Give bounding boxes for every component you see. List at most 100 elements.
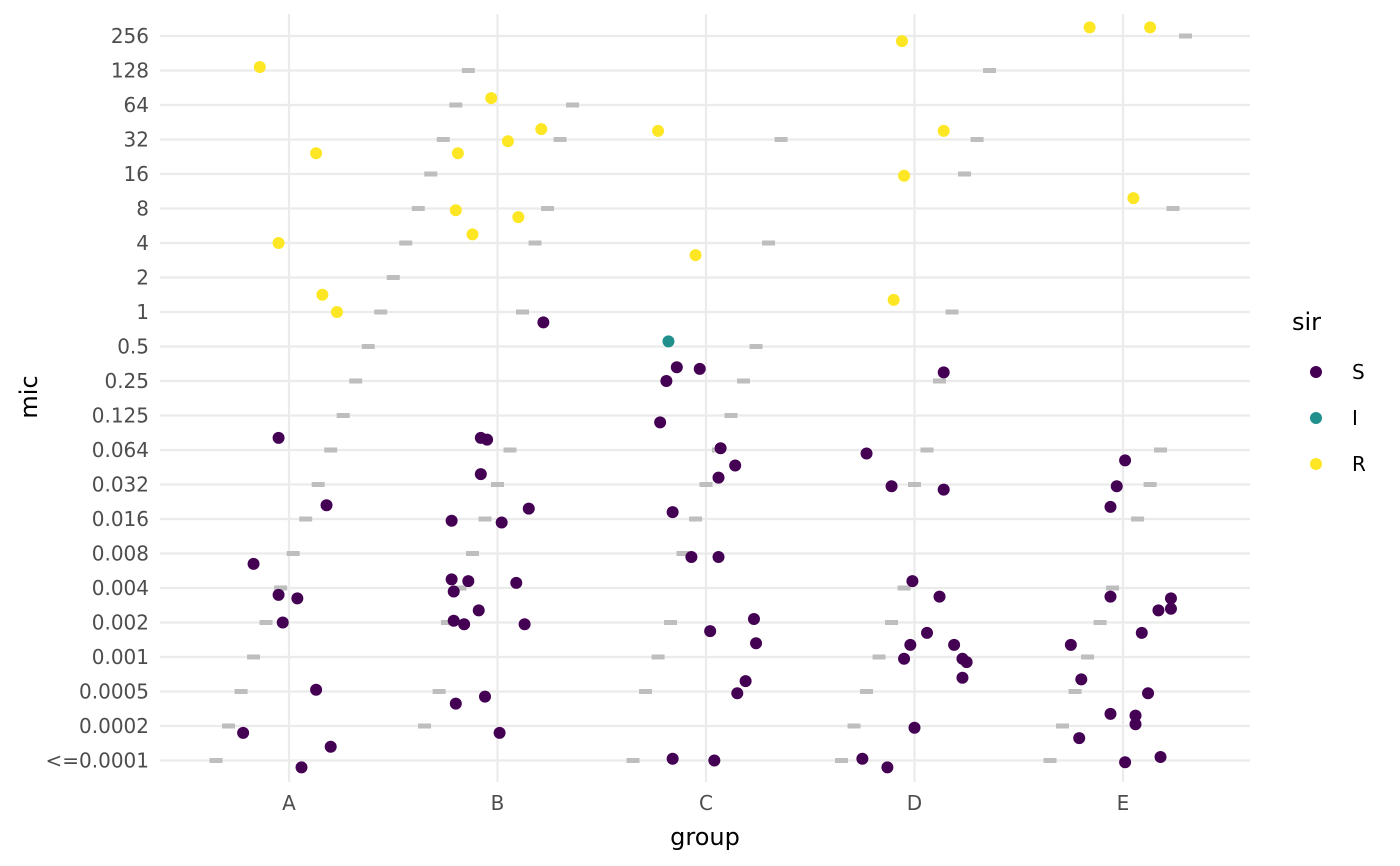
point-C-I bbox=[662, 335, 675, 348]
marker-B bbox=[503, 447, 517, 453]
point-D-R bbox=[887, 293, 900, 306]
point-C-S bbox=[731, 687, 744, 700]
point-D-S bbox=[921, 626, 934, 639]
marker-A bbox=[222, 723, 236, 729]
point-E-S bbox=[1135, 626, 1148, 639]
point-E-R bbox=[1127, 192, 1140, 205]
legend-entries: SIR bbox=[1310, 360, 1366, 476]
x-tick-label-B: B bbox=[491, 791, 505, 815]
x-tick-label-D: D bbox=[907, 791, 922, 815]
marker-D bbox=[847, 723, 861, 729]
marker-B bbox=[465, 551, 479, 556]
point-B-R bbox=[449, 204, 462, 217]
y-tick-label: 8 bbox=[136, 197, 149, 221]
marker-E bbox=[1068, 689, 1082, 694]
legend-title: sir bbox=[1292, 308, 1321, 336]
marker-E bbox=[1143, 482, 1157, 487]
marker-A bbox=[424, 171, 438, 177]
point-B-S bbox=[478, 690, 491, 703]
y-tick-label: 16 bbox=[124, 162, 149, 186]
marker-A bbox=[311, 482, 325, 487]
marker-C bbox=[651, 654, 665, 660]
point-D-S bbox=[933, 590, 946, 603]
point-B-S bbox=[462, 575, 475, 588]
point-D-S bbox=[948, 638, 961, 651]
marker-C bbox=[626, 758, 640, 763]
y-tick-label: 0.008 bbox=[92, 542, 149, 566]
point-E-S bbox=[1110, 480, 1123, 493]
data-points bbox=[237, 21, 1177, 774]
point-D-S bbox=[885, 480, 898, 493]
point-A-S bbox=[272, 588, 285, 601]
marker-D bbox=[885, 620, 899, 625]
point-B-R bbox=[501, 135, 514, 148]
y-tick-label: 0.032 bbox=[92, 473, 149, 497]
point-D-S bbox=[860, 447, 873, 460]
point-C-S bbox=[729, 459, 742, 472]
point-B-R bbox=[451, 147, 464, 160]
point-E-S bbox=[1129, 718, 1142, 731]
marker-B bbox=[440, 620, 454, 625]
marker-E bbox=[1154, 447, 1168, 453]
marker-C bbox=[664, 620, 678, 625]
marker-A bbox=[234, 689, 248, 694]
marker-A bbox=[436, 137, 450, 142]
marker-E bbox=[1179, 33, 1193, 39]
marker-D bbox=[835, 758, 849, 763]
point-B-S bbox=[447, 585, 460, 598]
marker-B bbox=[453, 585, 467, 591]
marker-D bbox=[933, 378, 947, 384]
marker-C bbox=[676, 551, 690, 556]
y-tick-label: 32 bbox=[124, 128, 149, 152]
y-tick-label: 0.125 bbox=[92, 404, 149, 428]
point-A-S bbox=[272, 431, 285, 444]
y-tick-label: 0.0002 bbox=[79, 714, 149, 738]
point-E-S bbox=[1119, 454, 1132, 467]
point-E-S bbox=[1104, 707, 1117, 720]
marker-A bbox=[286, 551, 300, 556]
x-tick-label-A: A bbox=[282, 791, 296, 815]
y-tick-label: 1 bbox=[136, 300, 149, 324]
point-A-S bbox=[247, 557, 260, 570]
marker-B bbox=[432, 689, 446, 694]
marker-B bbox=[566, 102, 580, 108]
marker-A bbox=[274, 585, 288, 591]
point-E-S bbox=[1073, 732, 1086, 745]
point-C-S bbox=[704, 625, 717, 638]
y-tick-label: 256 bbox=[111, 24, 149, 48]
point-E-R bbox=[1144, 21, 1157, 34]
marker-D bbox=[872, 654, 886, 660]
marker-B bbox=[528, 240, 542, 246]
marker-E bbox=[1166, 206, 1180, 211]
point-C-S bbox=[750, 637, 763, 650]
marker-B bbox=[418, 723, 432, 729]
marker-B bbox=[553, 137, 567, 142]
marker-E bbox=[1056, 723, 1070, 729]
marker-A bbox=[361, 344, 375, 349]
point-B-R bbox=[512, 211, 525, 224]
point-A-S bbox=[320, 499, 333, 512]
marker-E bbox=[1093, 620, 1107, 625]
marker-C bbox=[639, 689, 653, 694]
point-E-S bbox=[1104, 500, 1117, 513]
point-B-S bbox=[522, 502, 535, 515]
point-A-R bbox=[330, 306, 343, 318]
marker-A bbox=[259, 620, 273, 625]
marker-A bbox=[299, 516, 313, 522]
y-axis-tick-labels: <=0.0001 0.0002 0.0005 0.001 0.002 0.004 0.008… bbox=[46, 24, 150, 773]
point-B-S bbox=[481, 433, 494, 446]
marker-A bbox=[209, 758, 223, 763]
marker-D bbox=[897, 585, 911, 591]
point-D-S bbox=[960, 656, 973, 669]
point-A-S bbox=[295, 761, 308, 774]
y-tick-label: 0.016 bbox=[92, 507, 149, 531]
point-C-S bbox=[739, 675, 752, 688]
marker-D bbox=[970, 137, 984, 142]
x-axis-tick-labels: A B C D E bbox=[282, 791, 1129, 815]
marker-C bbox=[689, 516, 703, 522]
point-D-S bbox=[937, 483, 950, 496]
y-tick-label: 0.25 bbox=[104, 369, 149, 393]
point-D-S bbox=[904, 638, 917, 651]
point-C-S bbox=[685, 550, 698, 563]
